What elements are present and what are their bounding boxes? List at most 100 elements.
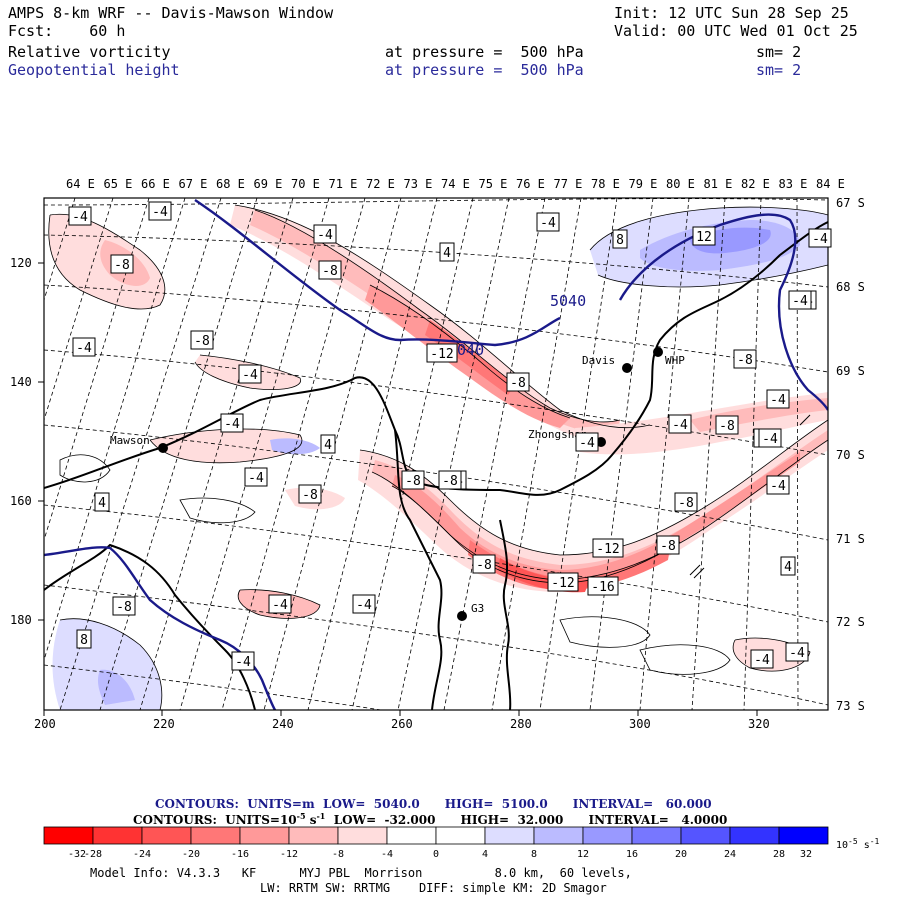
svg-text:-4: -4 [317,228,333,243]
vorticity-label: 12 [692,226,716,246]
svg-text:-4: -4 [762,432,778,447]
legend-bin-label: 8 [531,849,537,860]
vorticity-label: -4 [72,337,96,357]
svg-text:-8: -8 [302,488,318,503]
svg-text:-4: -4 [76,341,92,356]
svg-text:-4: -4 [812,232,828,247]
svg-text:12: 12 [696,230,712,245]
legend-swatch [386,826,437,845]
latitude-label: 73 S [836,699,865,713]
longitude-label: 82 E [741,177,770,191]
x-tick-label: 300 [629,717,651,731]
longitude-label: 72 E [366,177,395,191]
field-1-name: Relative vorticity [8,43,171,61]
svg-text:-8: -8 [476,558,492,573]
svg-text:-4: -4 [272,598,288,613]
vorticity-label: -8 [715,415,739,435]
legend-swatch [680,826,731,845]
svg-text:-4: -4 [672,418,688,433]
vorticity-label: -4 [750,649,774,669]
vorticity-label: -8 [318,260,342,280]
legend-swatch [729,826,780,845]
chart-title: AMPS 8-km WRF -- Davis-Mawson Window [8,4,334,22]
longitude-label: 83 E [779,177,808,191]
x-tick-label: 220 [153,717,175,731]
vorticity-label: -8 [401,470,425,490]
map-plot-area [44,198,828,710]
vorticity-label: -4 [238,364,262,384]
longitude-label: 79 E [629,177,658,191]
svg-text:-8: -8 [116,600,132,615]
vorticity-label: -4 [268,594,292,614]
svg-text:-16: -16 [591,580,614,595]
legend-swatch [288,826,339,845]
height-contours [44,199,828,710]
svg-text:-4: -4 [72,210,88,225]
vorticity-label: -8 [506,372,530,392]
svg-text:-12: -12 [596,542,619,557]
forecast-hour: Fcst: 60 h [8,22,126,40]
legend-units: 10-5 s-1 [836,837,880,851]
svg-text:-12: -12 [430,347,453,362]
legend-swatch [190,826,241,845]
longitude-label: 80 E [666,177,695,191]
svg-text:-4: -4 [579,436,595,451]
field-2-name: Geopotential height [8,61,180,79]
svg-text:-4: -4 [770,393,786,408]
latitude-label: 67 S [836,196,865,210]
legend-swatch [43,826,94,845]
svg-text:-8: -8 [442,474,458,489]
model-info-line1: Model Info: V4.3.3 KF MYJ PBL Morrison 8… [90,866,632,880]
vorticity-label: 4 [439,242,455,262]
longitude-labels: 64 E 65 E 66 E 67 E 68 E 69 E 70 E 71 E 72 E 73 E… [66,177,845,191]
svg-text:8: 8 [80,633,88,648]
vorticity-label: -4 [766,389,790,409]
longitude-label: 75 E [479,177,508,191]
field-2-smooth: sm= 2 [756,61,802,79]
vorticity-label: -4 [68,206,92,226]
longitude-label: 65 E [104,177,133,191]
legend-swatch [533,826,584,845]
longitude-label: 68 E [216,177,245,191]
latitude-label: 72 S [836,615,865,629]
svg-text:8: 8 [616,233,624,248]
station-whp-dot [653,347,663,357]
vorticity-label: -8 [674,492,698,512]
longitude-label: 67 E [179,177,208,191]
vorticity-label: 4 [780,556,796,576]
longitude-label: 71 E [329,177,358,191]
color-legend-labels: -32-28 -24 -20 -16 -12 -8 -4 0 4 8 12 16 20 24 28 32 [68,849,812,860]
latitude-label: 69 S [836,364,865,378]
longitude-label: 74 E [441,177,470,191]
svg-text:-4: -4 [770,479,786,494]
legend-bin-label: 20 [675,849,687,860]
svg-text:-8: -8 [678,496,694,511]
legend-swatch [582,826,633,845]
longitude-label: 70 E [291,177,320,191]
station-mawson-dot [158,443,168,453]
field-1-smooth: sm= 2 [756,43,802,61]
longitude-label: 69 E [254,177,283,191]
valid-time: Valid: 00 UTC Wed 01 Oct 25 [614,22,858,40]
vorticity-label: -8 [733,349,757,369]
svg-text:4: 4 [98,496,106,511]
station-label-zhongshan: Zhongshan [528,428,588,441]
y-tick-label: 120 [10,256,32,270]
legend-swatch [484,826,535,845]
y-tick-label: 160 [10,494,32,508]
longitude-label: 78 E [591,177,620,191]
vorticity-label: -12 [547,572,579,592]
station-label-g3: G3 [471,602,484,615]
vorticity-label: 8 [612,229,628,249]
svg-text:-4: -4 [792,294,808,309]
svg-text:-8: -8 [737,353,753,368]
vorticity-label: -8 [438,470,462,490]
vorticity-label: -12 [426,343,458,363]
station-labels: Davis WHP Mawson Zhongshan G3 [110,354,685,615]
vorticity-label: -12 [592,538,624,558]
vorticity-labels: -4 -4 -4 -8 -4 4 -8 -4 -8 -4 -4 -8 -12 -8 -4 8 12 -4 -4 -4 4… [68,201,832,671]
legend-swatch [631,826,682,845]
svg-text:-12: -12 [551,576,574,591]
latitude-label: 71 S [836,532,865,546]
legend-bin-label: 28 [773,849,785,860]
